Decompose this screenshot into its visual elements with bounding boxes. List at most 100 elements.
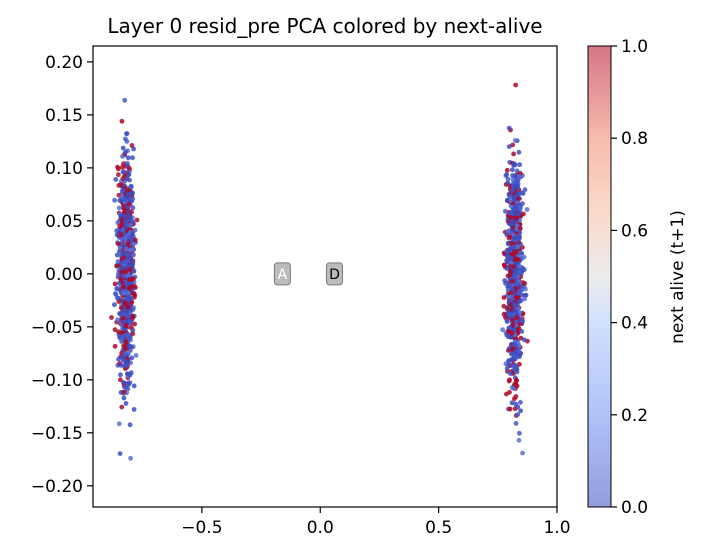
scatter-point (121, 255, 127, 261)
scatter-point (123, 323, 129, 329)
scatter-point (515, 404, 521, 410)
scatter-point (515, 412, 521, 417)
scatter-point (510, 173, 515, 178)
scatter-point (125, 359, 131, 364)
scatter-point (120, 154, 125, 159)
scatter-point (510, 225, 516, 230)
scatter-point (121, 290, 127, 296)
scatter-point (508, 204, 514, 209)
scatter-point (501, 295, 507, 300)
scatter-point (512, 381, 518, 387)
scatter-point (130, 155, 135, 161)
scatter-point (127, 247, 133, 253)
scatter-point (133, 353, 139, 358)
scatter-point (119, 404, 125, 410)
scatter-point (523, 286, 528, 292)
scatter-point (127, 319, 133, 324)
scatter-point (125, 386, 131, 392)
scatter-point (117, 198, 123, 204)
colorbar-label: next alive (t+1) (668, 210, 688, 344)
scatter-point (109, 315, 114, 320)
scatter-point (504, 167, 510, 173)
scatter-point (516, 437, 522, 443)
scatter-point (112, 343, 118, 349)
scatter-point (121, 380, 127, 385)
scatter-point (511, 301, 517, 306)
scatter-point (506, 125, 512, 131)
scatter-point (511, 207, 517, 212)
scatter-point (119, 266, 125, 271)
scatter-point (510, 142, 516, 148)
scatter-point (116, 166, 121, 172)
scatter-point (116, 356, 121, 362)
scatter-point (517, 236, 522, 242)
scatter-point (517, 162, 522, 168)
colorbar-tick-label: 1.0 (621, 37, 648, 57)
scatter-point (127, 372, 133, 378)
scatter-point (112, 197, 117, 203)
scatter-point (509, 255, 515, 261)
scatter-point (123, 136, 128, 142)
colorbar-tick-label: 0.6 (621, 221, 648, 241)
scatter-point (130, 259, 136, 265)
scatter-point (132, 292, 138, 298)
scatter-point (122, 225, 128, 231)
scatter-point (116, 205, 122, 211)
scatter-point (504, 259, 510, 264)
scatter-point (128, 222, 134, 228)
scatter-point (507, 389, 512, 395)
scatter-point (129, 143, 135, 148)
scatter-point (514, 215, 520, 221)
scatter-point (130, 190, 135, 196)
scatter-point (132, 237, 138, 243)
scatter-point (116, 421, 122, 427)
scatter-point (507, 406, 513, 412)
scatter-point (122, 259, 128, 265)
scatter-point (130, 331, 136, 337)
scatter-point (132, 227, 138, 233)
scatter-point (113, 177, 119, 182)
scatter-point (125, 305, 131, 310)
scatter-point (126, 234, 132, 240)
scatter-point (512, 308, 518, 314)
y-axis: 0.20 0.15 0.10 0.05 0.00 −0.05 −0.10 −0.15 −0.20 (31, 53, 93, 497)
scatter-point (513, 256, 519, 262)
scatter-point (520, 191, 526, 196)
scatter-point (114, 263, 120, 269)
scatter-point (112, 327, 118, 333)
colorbar-frame (587, 45, 612, 508)
scatter-point (512, 396, 517, 402)
scatter-point (510, 278, 515, 284)
y-tick-label: −0.20 (31, 477, 83, 497)
scatter-point (127, 422, 133, 428)
scatter-point (127, 277, 133, 282)
y-tick-label: 0.00 (45, 265, 83, 285)
annotation-label: D (329, 267, 340, 283)
scatter-point (512, 195, 518, 200)
colorbar-tick-label: 0.8 (621, 129, 648, 149)
scatter-point (131, 383, 137, 389)
scatter-point (122, 300, 128, 306)
x-tick-label: −0.5 (181, 518, 222, 538)
scatter-point (511, 162, 517, 168)
scatter-point (134, 217, 140, 223)
scatter-point (506, 362, 511, 367)
scatter-point (125, 241, 131, 247)
scatter-point (514, 315, 519, 320)
x-tick-label: 0.0 (307, 518, 334, 538)
scatter-point (126, 290, 131, 296)
chart-title: Layer 0 resid_pre PCA colored by next-al… (107, 14, 542, 38)
scatter-point (131, 252, 136, 258)
scatter-point (116, 172, 121, 178)
scatter-point (509, 260, 514, 266)
scatter-point (510, 363, 516, 369)
scatter-point (514, 367, 520, 372)
scatter-point (123, 339, 129, 345)
scatter-point (521, 254, 527, 260)
colorbar-tick-label: 0.2 (621, 406, 648, 426)
scatter-point (129, 344, 134, 350)
scatter-point (118, 372, 123, 378)
scatter-point (127, 296, 133, 302)
scatter-point (510, 317, 515, 323)
